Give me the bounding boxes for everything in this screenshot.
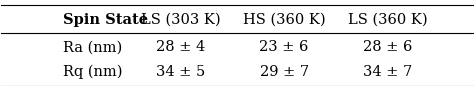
Text: 23 ± 6: 23 ± 6 xyxy=(259,40,309,54)
Text: 28 ± 6: 28 ± 6 xyxy=(363,40,412,54)
Text: Rq (nm): Rq (nm) xyxy=(63,65,122,79)
Text: 34 ± 5: 34 ± 5 xyxy=(156,65,205,79)
Text: 28 ± 4: 28 ± 4 xyxy=(156,40,205,54)
Text: 34 ± 7: 34 ± 7 xyxy=(363,65,412,79)
Text: Spin State: Spin State xyxy=(63,13,148,27)
Text: Ra (nm): Ra (nm) xyxy=(63,40,122,54)
Text: LS (360 K): LS (360 K) xyxy=(348,13,428,27)
Text: HS (360 K): HS (360 K) xyxy=(243,13,326,27)
Text: 29 ± 7: 29 ± 7 xyxy=(260,65,309,79)
Text: LS (303 K): LS (303 K) xyxy=(141,13,220,27)
